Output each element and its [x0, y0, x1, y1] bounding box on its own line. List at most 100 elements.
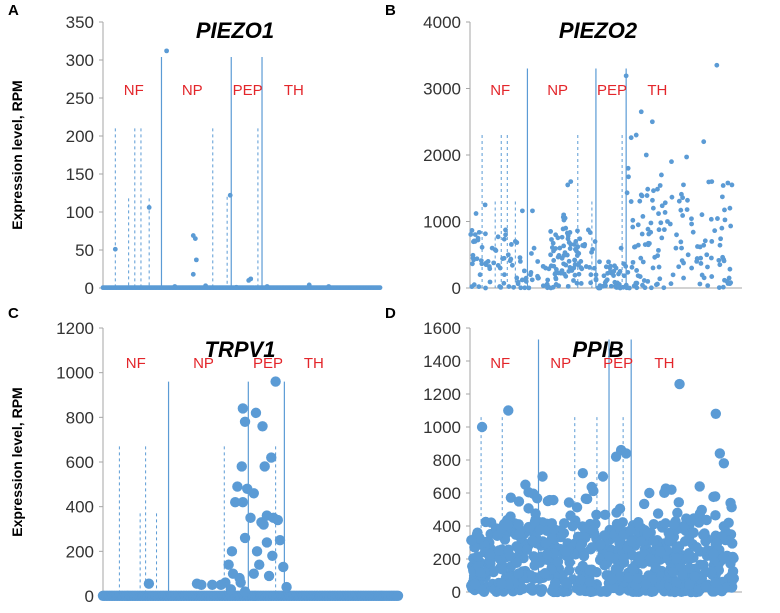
data-point — [574, 280, 580, 286]
data-point — [673, 245, 679, 251]
data-point — [225, 584, 237, 595]
data-point — [659, 203, 665, 209]
data-point — [625, 165, 631, 171]
data-point — [645, 226, 651, 232]
y-tick-label: 2000 — [423, 146, 461, 165]
data-point — [239, 586, 251, 597]
data-point — [648, 285, 654, 291]
data-point — [649, 119, 655, 125]
data-point — [710, 510, 721, 521]
y-tick-label: 4000 — [423, 13, 461, 32]
data-point — [642, 285, 648, 291]
data-point — [473, 211, 479, 216]
data-point — [705, 566, 717, 578]
data-point — [261, 537, 273, 548]
chart-title: PIEZO1 — [196, 18, 274, 43]
data-point — [529, 560, 540, 571]
data-point — [227, 192, 233, 198]
data-point — [227, 568, 239, 579]
data-point — [556, 270, 561, 276]
data-point — [634, 285, 640, 291]
data-point — [515, 279, 521, 285]
y-tick-label: 0 — [452, 279, 461, 298]
data-point — [657, 276, 663, 282]
data-point — [588, 280, 594, 286]
data-point — [659, 172, 664, 178]
data-point — [728, 223, 734, 229]
data-point — [274, 534, 286, 546]
data-point — [669, 194, 675, 200]
data-point — [566, 240, 572, 245]
data-point — [479, 261, 485, 267]
data-point — [685, 515, 697, 526]
data-point — [698, 261, 704, 266]
region-label: TH — [654, 355, 674, 372]
data-point — [505, 252, 511, 258]
data-point — [572, 272, 578, 278]
data-point — [248, 276, 254, 282]
data-point — [551, 263, 557, 269]
data-point — [656, 264, 662, 270]
data-point — [248, 488, 259, 499]
data-point — [577, 236, 583, 242]
data-point — [684, 562, 695, 574]
data-point — [377, 285, 383, 291]
data-point — [626, 536, 637, 547]
data-point — [563, 497, 575, 508]
data-point — [237, 497, 249, 508]
data-point — [531, 493, 543, 504]
data-point — [571, 502, 583, 513]
data-point — [634, 268, 640, 273]
panel-letter: C — [8, 305, 19, 322]
data-point — [575, 574, 586, 585]
data-point — [678, 239, 684, 245]
data-point — [566, 258, 572, 264]
y-tick-label: 1000 — [423, 213, 461, 232]
data-point — [556, 253, 562, 258]
panel-d: D 0 200 400 600 800 1000 1200 1400 1600 PPIB NF NP PE… — [385, 305, 742, 602]
y-axis-title: Expression level, RPM — [9, 387, 25, 536]
data-point — [541, 549, 553, 560]
panel-c: C 0 200 400 600 800 1000 1200 Expression level, … — [8, 305, 404, 606]
data-point — [708, 216, 714, 222]
data-point — [264, 284, 270, 289]
data-point — [482, 202, 488, 208]
data-point — [640, 259, 646, 265]
data-point — [469, 578, 481, 590]
data-point — [497, 265, 503, 271]
data-point — [650, 562, 662, 573]
data-point — [676, 264, 682, 270]
region-label: TH — [304, 355, 324, 372]
y-tick-label: 100 — [66, 203, 94, 222]
data-point — [561, 212, 567, 218]
data-point — [226, 546, 238, 557]
data-point — [712, 228, 718, 234]
y-tick-label: 800 — [433, 451, 461, 470]
data-point — [676, 198, 682, 204]
data-point — [613, 265, 619, 271]
data-point — [578, 281, 584, 286]
data-point — [235, 577, 246, 588]
y-tick-label: 400 — [66, 498, 94, 517]
data-point — [557, 245, 563, 251]
data-point — [680, 213, 686, 218]
data-point — [640, 214, 646, 219]
data-point — [610, 563, 622, 575]
data-point — [254, 559, 265, 570]
y-tick-label: 150 — [66, 165, 94, 184]
data-point — [729, 182, 735, 188]
data-point — [567, 520, 578, 532]
data-point — [495, 234, 501, 240]
data-point — [681, 182, 686, 188]
data-point — [567, 246, 573, 251]
data-point — [589, 249, 594, 255]
data-point — [513, 496, 525, 507]
data-point — [615, 571, 626, 582]
data-point — [724, 278, 730, 284]
data-point — [501, 236, 507, 242]
data-point — [688, 527, 699, 538]
region-label: NP — [193, 355, 214, 372]
data-point — [471, 282, 477, 288]
y-tick-label: 300 — [66, 51, 94, 70]
data-point — [717, 242, 723, 248]
